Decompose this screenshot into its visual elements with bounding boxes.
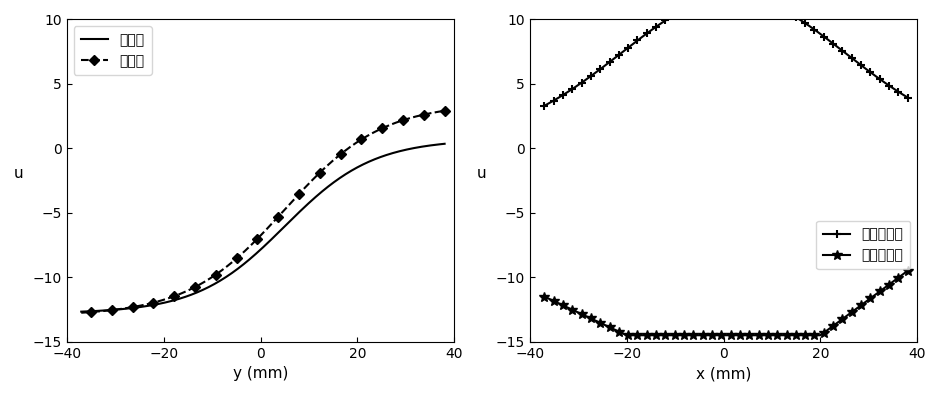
Y-axis label: u: u bbox=[477, 166, 487, 181]
X-axis label: x (mm): x (mm) bbox=[696, 366, 751, 381]
Legend: 近用区边界, 远用区边界: 近用区边界, 远用区边界 bbox=[816, 220, 911, 269]
Legend: 左边界, 右边界: 左边界, 右边界 bbox=[73, 26, 151, 75]
X-axis label: y (mm): y (mm) bbox=[233, 366, 289, 381]
Y-axis label: u: u bbox=[14, 166, 24, 181]
